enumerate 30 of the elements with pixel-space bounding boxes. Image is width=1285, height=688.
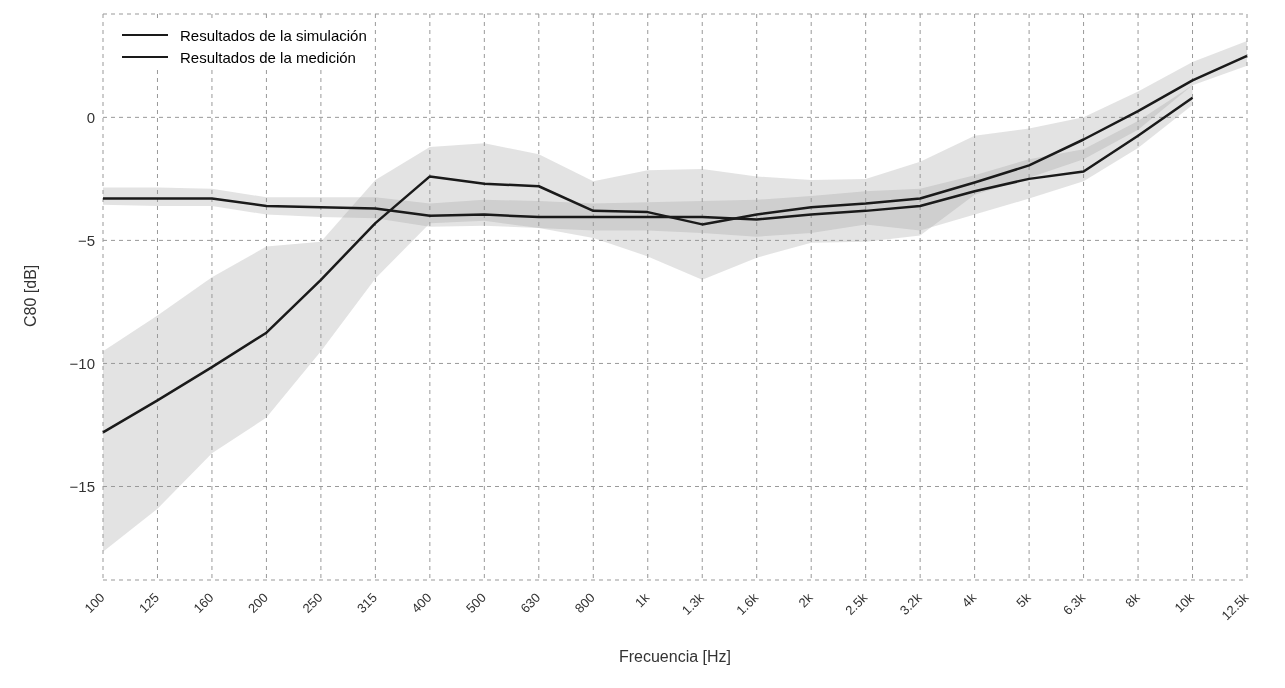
legend-label: Resultados de la medición xyxy=(180,48,356,66)
y-tick-label: 0 xyxy=(86,108,95,126)
x-tick-label: 2k xyxy=(795,589,817,611)
x-tick-label: 160 xyxy=(190,589,217,616)
legend-label: Resultados de la simulación xyxy=(180,26,367,44)
x-tick-label: 500 xyxy=(462,589,489,616)
x-tick-label: 315 xyxy=(353,589,380,616)
y-tick-label: −5 xyxy=(77,231,95,249)
x-tick-label: 200 xyxy=(245,589,271,616)
x-tick-label: 125 xyxy=(136,589,163,616)
x-tick-label: 1.6k xyxy=(733,589,762,618)
x-tick-label: 1.3k xyxy=(678,589,708,618)
x-tick-label: 1k xyxy=(632,589,653,611)
y-axis-title: C80 [dB] xyxy=(21,264,39,327)
x-tick-label: 2.5k xyxy=(842,589,871,618)
y-tick-label: −15 xyxy=(69,477,95,495)
x-tick-label: 4k xyxy=(958,589,980,611)
x-tick-label: 6.3k xyxy=(1060,589,1089,618)
line-series xyxy=(101,54,1249,434)
x-axis-title: Frecuencia [Hz] xyxy=(618,648,732,665)
x-tick-label: 400 xyxy=(408,589,435,616)
x-tick-label: 3.2k xyxy=(896,589,926,618)
x-tick-label: 800 xyxy=(571,589,598,616)
x-tick-label: 8k xyxy=(1122,589,1143,611)
y-tick-label: −10 xyxy=(69,354,95,372)
x-tick-label: 5k xyxy=(1013,589,1034,611)
x-tick-label: 10k xyxy=(1171,589,1198,616)
x-tick-label: 100 xyxy=(81,589,108,616)
x-tick-label: 630 xyxy=(517,589,544,616)
x-tick-label: 250 xyxy=(299,589,326,616)
